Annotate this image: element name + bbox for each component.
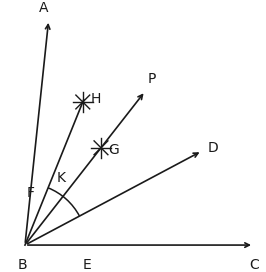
Text: B: B [18,258,27,272]
Text: P: P [148,72,156,86]
Text: E: E [82,258,91,272]
Text: H: H [90,92,101,106]
Text: G: G [109,143,119,157]
Text: C: C [249,258,259,272]
Text: D: D [207,141,218,155]
Text: A: A [39,1,48,15]
Text: F: F [27,186,35,200]
Text: K: K [56,171,65,185]
